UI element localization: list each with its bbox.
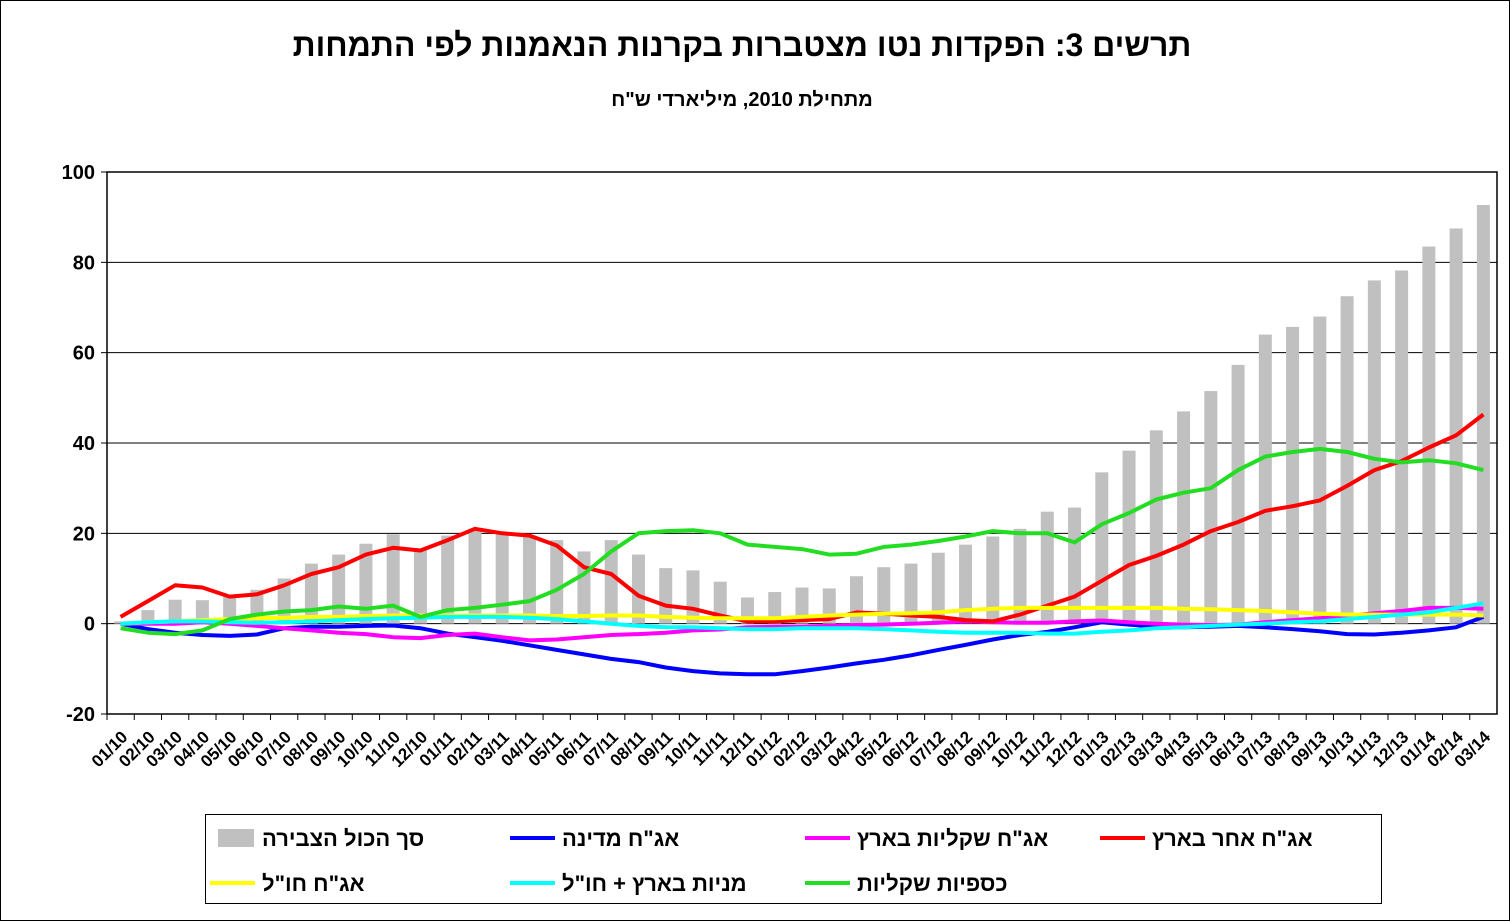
bar: [959, 544, 973, 624]
bar: [550, 540, 564, 624]
y-tick-label: 0: [84, 614, 95, 636]
chart-subtitle: מתחילת 2010, מיליארדי ש"ח: [611, 89, 873, 111]
legend-label: אג"ח שקליות בארץ: [857, 826, 1048, 851]
line-series: [120, 615, 1485, 677]
legend-label: מניות בארץ + חו"ל: [562, 871, 747, 896]
bar: [1231, 364, 1245, 624]
y-tick-label: 40: [73, 433, 95, 455]
legend-marker: [218, 829, 254, 847]
bar: [1013, 528, 1027, 624]
y-tick-label: -20: [66, 704, 95, 726]
y-tick-label: 20: [73, 523, 95, 545]
bar: [468, 528, 482, 624]
bar: [931, 552, 945, 624]
bar: [904, 563, 918, 624]
line-series: [120, 601, 1484, 636]
bar: [522, 535, 536, 624]
bar: [768, 592, 782, 624]
legend-label: אג"ח אחר בארץ: [1152, 826, 1313, 851]
bar: [195, 600, 209, 624]
bar: [604, 540, 618, 624]
chart-title: תרשים 3: הפקדות נטו מצטברות בקרנות הנאמנ…: [293, 27, 1192, 63]
bar: [795, 587, 809, 624]
bar: [1313, 316, 1327, 624]
bar: [495, 533, 509, 624]
bar: [386, 534, 400, 624]
bar: [359, 543, 373, 624]
line-series: [120, 446, 1484, 637]
bar: [1258, 334, 1272, 624]
bar: [1286, 326, 1300, 624]
bar: [1122, 450, 1136, 624]
bar: [1095, 472, 1109, 624]
bar: [1177, 411, 1191, 624]
bar: [986, 536, 1000, 624]
bar: [659, 568, 673, 624]
legend-label: אג"ח חו"ל: [262, 871, 365, 896]
bar: [1204, 391, 1218, 624]
bar: [1367, 280, 1381, 624]
bar: [1340, 296, 1354, 624]
bar: [631, 554, 645, 624]
line-series: [119, 412, 1485, 624]
bar: [1422, 246, 1436, 624]
bar: [1476, 204, 1490, 624]
plot-border: [106, 171, 1498, 715]
legend-label: אג"ח מדינה: [562, 826, 679, 851]
bar: [877, 567, 891, 624]
y-tick-label: 60: [73, 343, 95, 365]
line-series: [120, 605, 1484, 626]
bar: [168, 599, 182, 624]
legend-label: כספיות שקליות: [857, 871, 1008, 896]
bar: [441, 535, 455, 624]
legend-label: סך הכול הצבירה: [262, 826, 424, 851]
y-tick-label: 80: [73, 252, 95, 274]
y-tick-label: 100: [62, 162, 95, 184]
bar: [1040, 511, 1054, 624]
bar: [1149, 430, 1163, 624]
bar: [1449, 228, 1463, 624]
legend-box: [205, 814, 1382, 904]
bar: [413, 549, 427, 624]
bar: [1395, 270, 1409, 624]
